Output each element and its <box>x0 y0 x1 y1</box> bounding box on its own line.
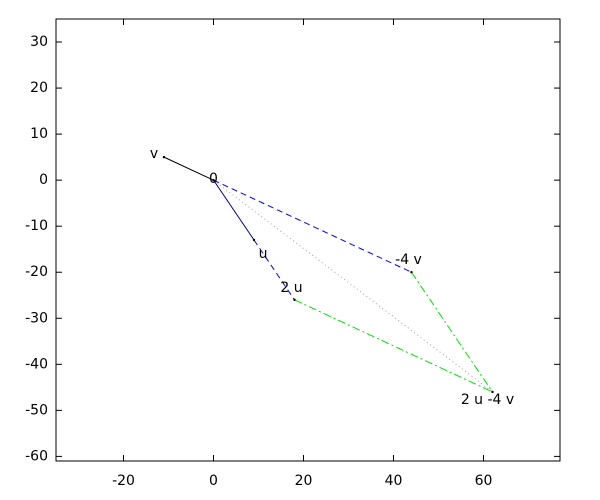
point <box>410 271 413 274</box>
y-tick-label: -10 <box>25 218 48 234</box>
point <box>162 155 166 159</box>
y-tick-label: 0 <box>39 172 48 188</box>
plot-frame <box>55 18 561 462</box>
y-tick-label: 10 <box>30 126 48 142</box>
y-tick-label: -60 <box>25 448 48 464</box>
vector-segment <box>213 179 493 393</box>
vector-segment <box>253 239 295 301</box>
y-tick-label: -50 <box>25 402 48 418</box>
point-label: -4 v <box>395 252 422 268</box>
x-tick-label: 0 <box>209 473 218 489</box>
point-label: 0 <box>209 171 218 187</box>
vector-segment <box>294 299 493 393</box>
y-tick-label: 20 <box>30 80 48 96</box>
vector-segment <box>411 271 493 393</box>
x-tick-label: -20 <box>112 473 135 489</box>
x-tick-label: 40 <box>385 473 403 489</box>
point-label: 2 u -4 v <box>461 392 514 408</box>
point <box>252 238 256 242</box>
y-tick-label: -40 <box>25 356 48 372</box>
y-tick-label: -20 <box>25 264 48 280</box>
vector-segment <box>213 179 255 241</box>
vector-segment <box>213 179 412 273</box>
y-tick-label: -30 <box>25 310 48 326</box>
point-label: 2 u <box>280 280 302 296</box>
point-label: u <box>259 246 268 262</box>
y-tick-label: 30 <box>30 34 48 50</box>
point-label: v <box>150 146 158 162</box>
point <box>293 298 296 302</box>
vector-segment <box>163 156 214 181</box>
point <box>212 178 215 182</box>
x-tick-label: 20 <box>295 473 313 489</box>
point <box>491 390 494 394</box>
x-tick-label: 60 <box>475 473 493 489</box>
